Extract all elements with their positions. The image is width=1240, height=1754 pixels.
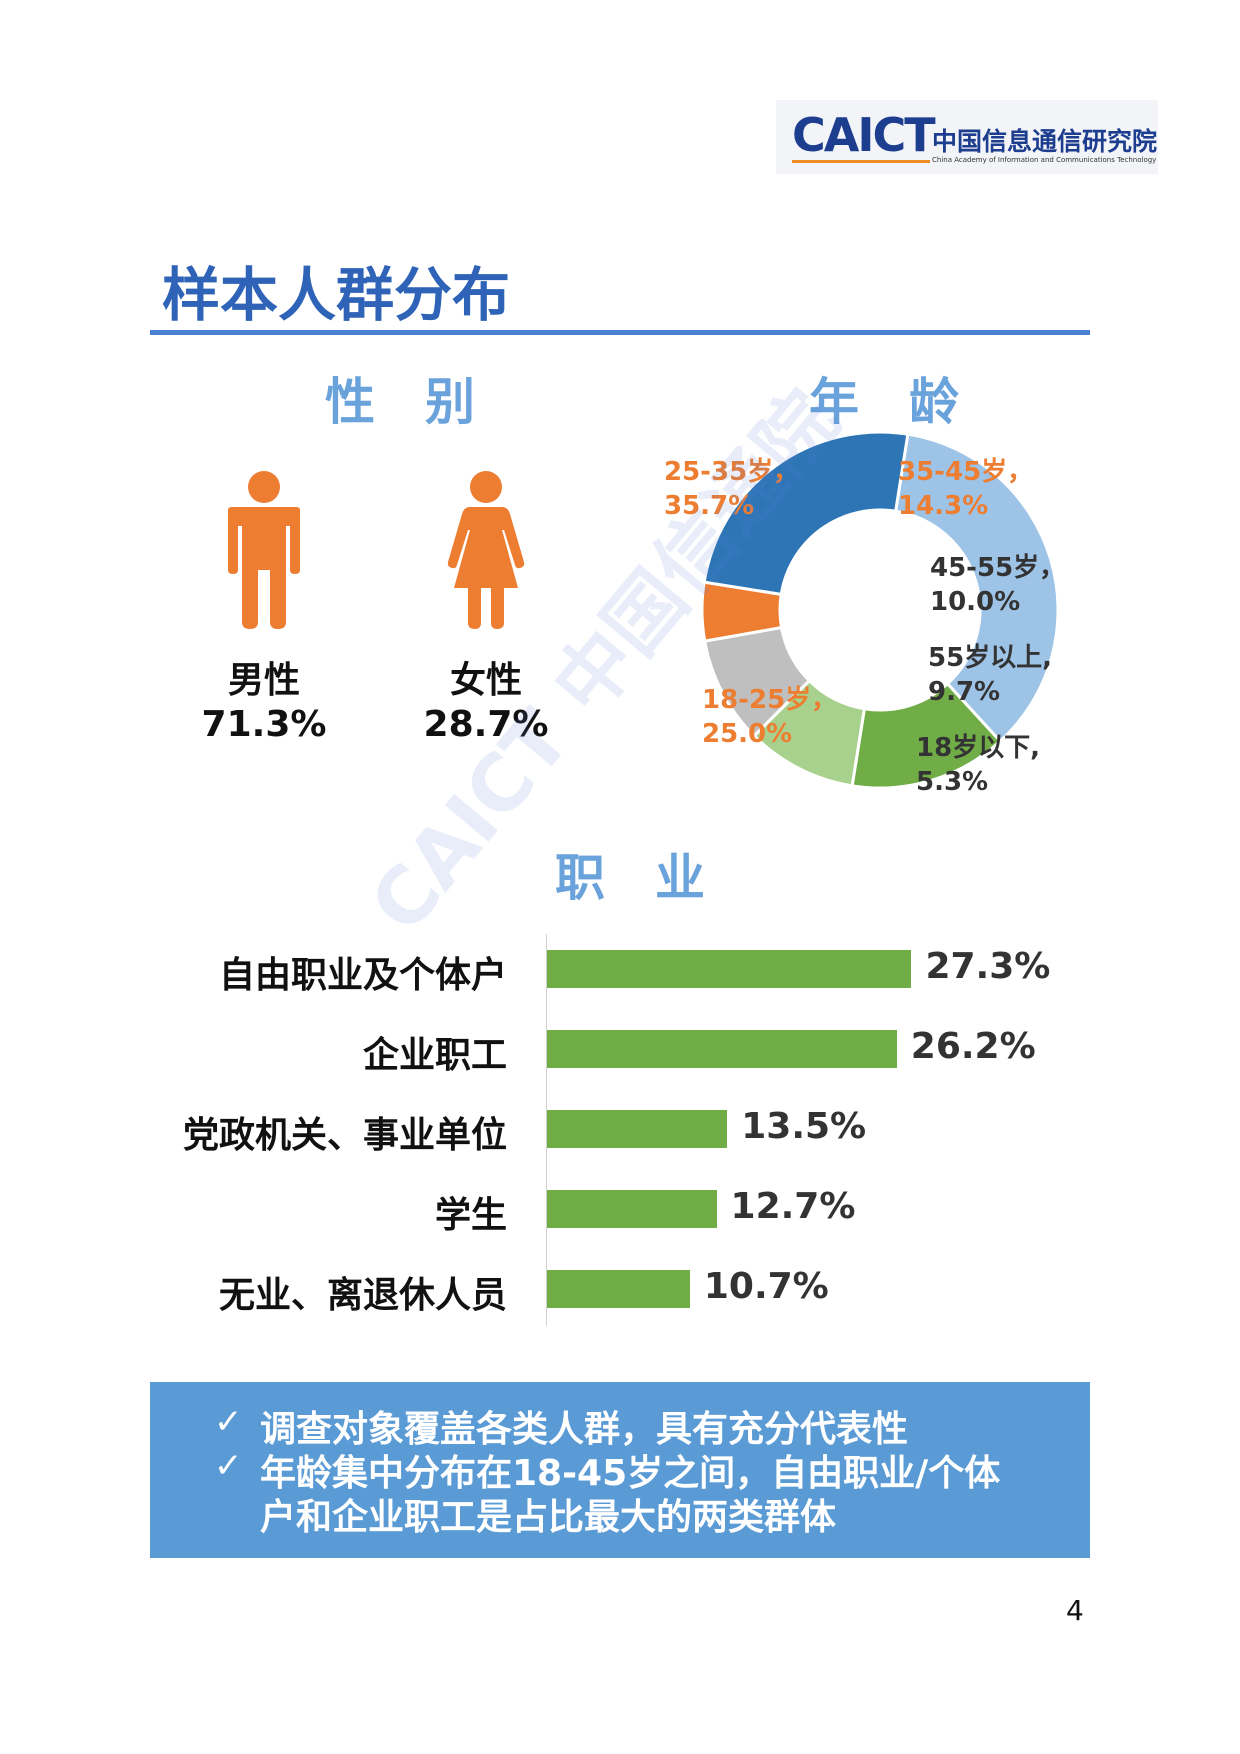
male-person-icon (228, 471, 300, 629)
summary-line-3: 户和企业职工是占比最大的两类群体 (260, 1497, 837, 1538)
check-icon: ✓ (214, 1446, 243, 1486)
page-title: 样本人群分布 (162, 261, 511, 329)
occupation-bar (547, 1110, 728, 1148)
occupation-value-label: 12.7% (730, 1186, 856, 1227)
occupation-category-label: 党政机关、事业单位 (182, 1115, 507, 1156)
occupation-heading: 职 业 (555, 849, 705, 907)
occupation-value-label: 10.7% (703, 1266, 829, 1307)
donut-slice-label: 55岁以上, (928, 642, 1052, 673)
donut-slice-label: 18岁以下, (916, 732, 1040, 763)
occupation-category-label: 无业、离退休人员 (218, 1275, 507, 1316)
donut-slice-value: 35.7% (664, 491, 754, 521)
age-heading: 年 龄 (809, 373, 959, 431)
donut-slice-value: 10.0% (930, 587, 1020, 617)
occupation-value-label: 13.5% (741, 1106, 867, 1147)
occupation-category-label: 自由职业及个体户 (218, 955, 507, 996)
logo-brand: CAICT (792, 108, 936, 162)
male-label: 男性 (227, 660, 300, 701)
check-icon: ✓ (214, 1402, 243, 1442)
donut-slice (702, 430, 910, 597)
female-value: 28.7% (423, 704, 549, 745)
occupation-category-label: 企业职工 (362, 1035, 507, 1076)
occupation-bar (547, 1190, 717, 1228)
donut-slice-value: 9.7% (928, 677, 1000, 707)
occupation-axis-line (546, 934, 547, 1326)
page-number: 4 (1066, 1594, 1084, 1627)
age-donut-chart: 25-35岁， 35.7% 35-45岁， 14.3% 45-55岁， 10.0% 55岁以… (664, 430, 1065, 797)
logo-name-cn: 中国信息通信研究院 (932, 127, 1158, 156)
logo-name-en: China Academy of Information and Communi… (932, 156, 1157, 164)
summary-line-2: 年龄集中分布在18-45岁之间，自由职业/个体 (260, 1453, 1001, 1494)
occupation-bar (547, 1270, 690, 1308)
donut-slice-label: 25-35岁， (664, 456, 799, 487)
caict-logo: CAICT 中国信息通信研究院 China Academy of Informa… (776, 100, 1158, 174)
logo-accent-bar (792, 160, 930, 163)
occupation-value-label: 27.3% (925, 946, 1051, 987)
gender-heading: 性 别 (325, 373, 475, 431)
donut-slice-value: 14.3% (898, 491, 988, 521)
male-value: 71.3% (201, 704, 327, 745)
donut-slice-label: 35-45岁， (898, 456, 1033, 487)
female-label: 女性 (449, 660, 522, 701)
occupation-bar (547, 1030, 897, 1068)
occupation-category-label: 学生 (434, 1195, 507, 1236)
occupation-value-label: 26.2% (910, 1026, 1036, 1067)
donut-slice-value: 5.3% (916, 767, 988, 797)
donut-slice (893, 432, 1060, 744)
summary-box: ✓ 调查对象覆盖各类人群，具有充分代表性 ✓ 年龄集中分布在18-45岁之间，自… (150, 1382, 1090, 1558)
occupation-bar (547, 950, 912, 988)
donut-slice-label: 45-55岁， (930, 552, 1065, 583)
donut-slice-label: 18-25岁， (702, 684, 837, 715)
donut-slice-value: 25.0% (702, 719, 792, 749)
female-person-icon (447, 471, 525, 629)
summary-line-1: 调查对象覆盖各类人群，具有充分代表性 (260, 1409, 909, 1450)
title-divider (150, 330, 1090, 335)
